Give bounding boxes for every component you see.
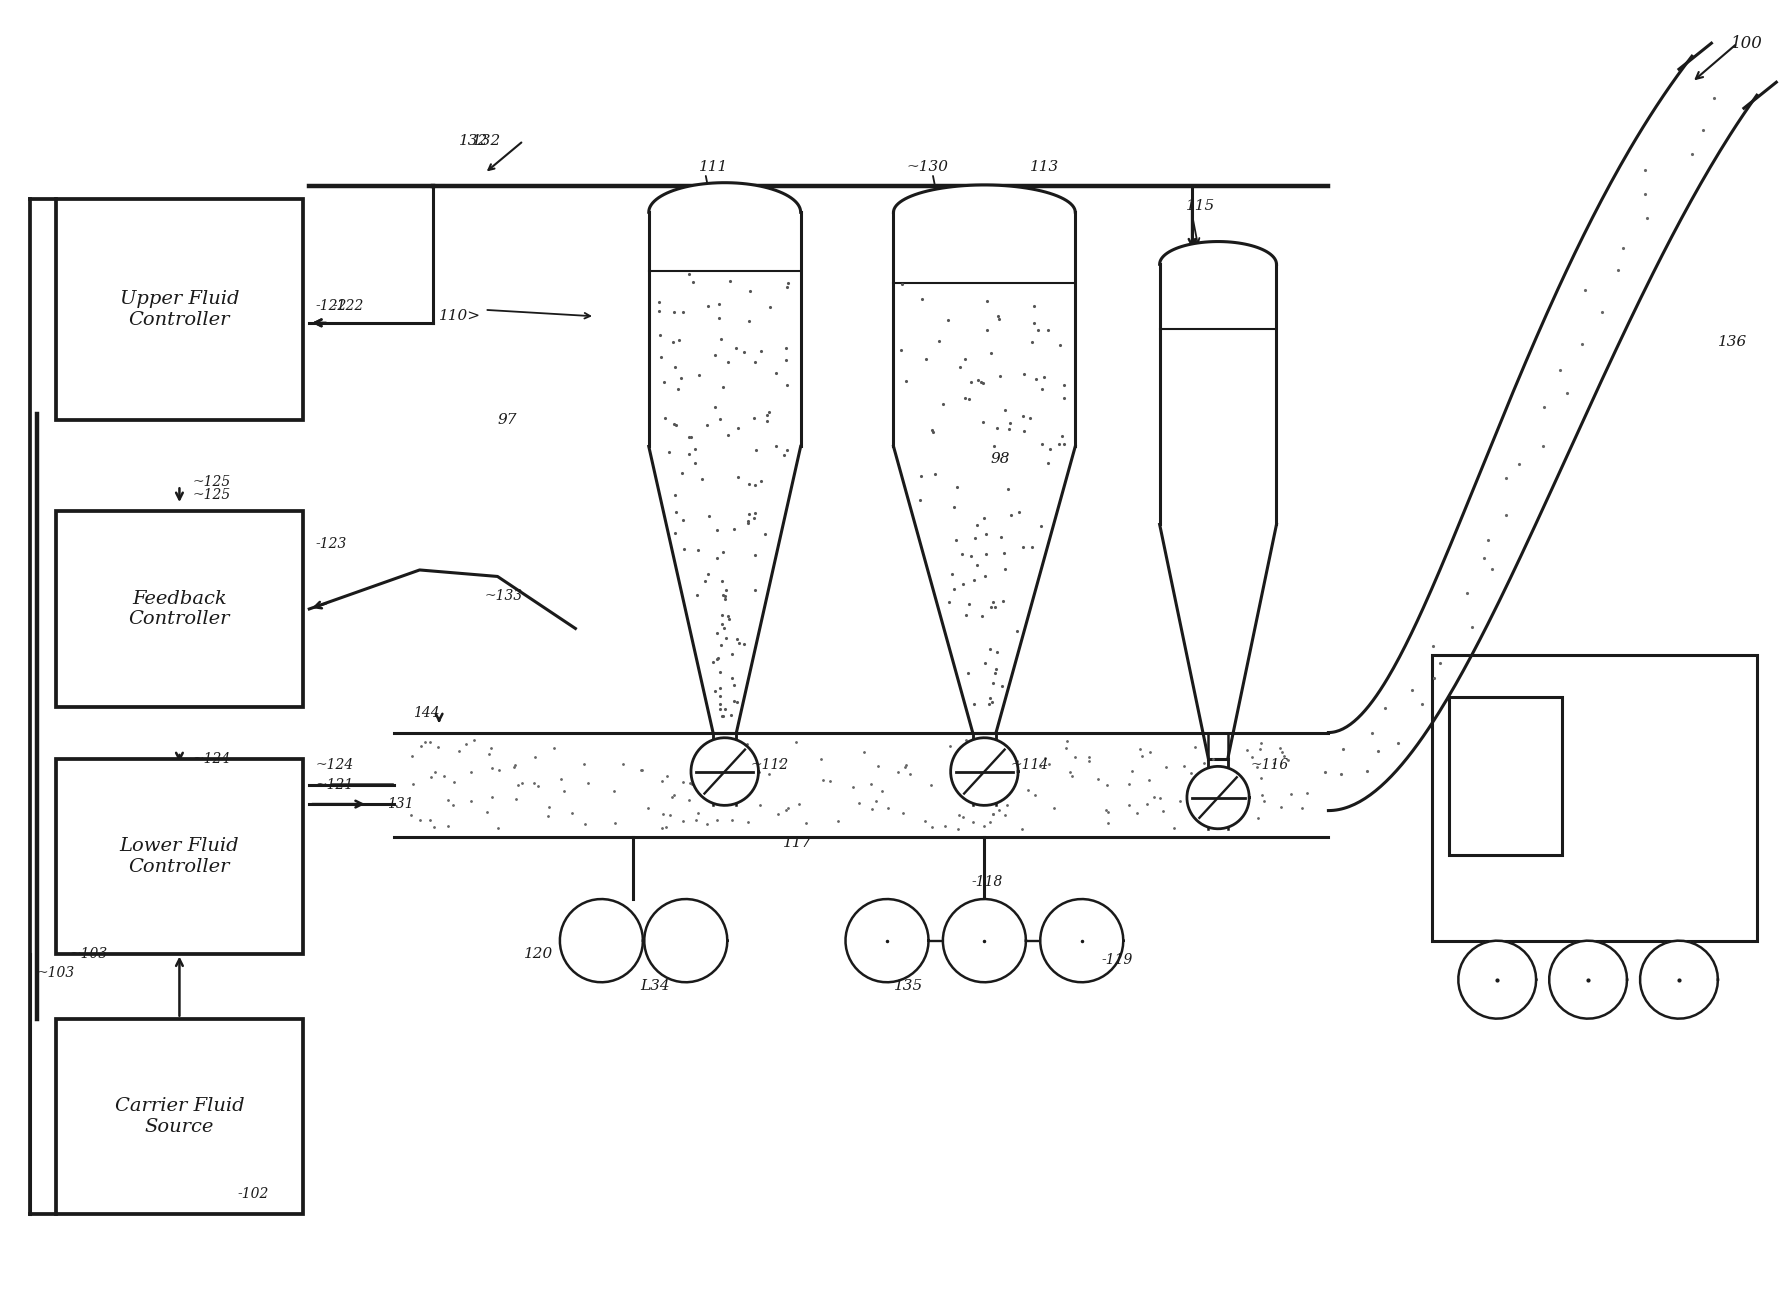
Text: ~103: ~103 <box>36 966 75 980</box>
Text: 111: 111 <box>699 160 727 174</box>
Text: 113: 113 <box>1029 160 1060 174</box>
Text: 115: 115 <box>1185 199 1215 213</box>
Bar <box>1449 698 1562 855</box>
Polygon shape <box>1458 941 1537 1018</box>
Text: ~125: ~125 <box>193 487 231 501</box>
Text: Lower Fluid
Controller: Lower Fluid Controller <box>120 836 239 876</box>
Polygon shape <box>1640 941 1717 1018</box>
Text: 136: 136 <box>1717 335 1748 350</box>
Polygon shape <box>393 733 1328 836</box>
Polygon shape <box>951 738 1019 805</box>
Text: L34: L34 <box>640 979 670 994</box>
Text: ~103: ~103 <box>70 946 107 961</box>
Polygon shape <box>944 899 1026 982</box>
Text: 131: 131 <box>388 797 415 812</box>
Polygon shape <box>645 899 727 982</box>
Text: ~124: ~124 <box>193 751 231 766</box>
Text: Upper Fluid
Controller: Upper Fluid Controller <box>120 291 239 330</box>
Text: 117: 117 <box>783 836 813 850</box>
Text: Feedback
Controller: Feedback Controller <box>129 589 231 628</box>
Text: -102: -102 <box>238 1187 270 1202</box>
Text: ~125: ~125 <box>193 474 231 488</box>
Text: 120: 120 <box>524 946 552 961</box>
Polygon shape <box>845 899 929 982</box>
Text: 144: 144 <box>413 706 440 720</box>
Text: ~133: ~133 <box>484 589 524 603</box>
Text: -119: -119 <box>1101 953 1133 967</box>
Text: -122: -122 <box>316 298 347 313</box>
Text: -122: -122 <box>332 298 365 313</box>
Polygon shape <box>1549 941 1626 1018</box>
Text: ~130: ~130 <box>906 160 949 174</box>
Text: 135: 135 <box>894 979 922 994</box>
Bar <box>55 512 302 707</box>
Bar <box>1433 654 1757 941</box>
Bar <box>55 1018 302 1213</box>
Text: 100: 100 <box>1732 34 1762 51</box>
Bar <box>55 758 302 954</box>
Polygon shape <box>1160 242 1276 758</box>
Polygon shape <box>1040 899 1124 982</box>
Text: 97: 97 <box>497 414 516 427</box>
Text: 110>: 110> <box>440 309 481 323</box>
Polygon shape <box>894 185 1076 733</box>
Polygon shape <box>559 899 643 982</box>
Text: ~121: ~121 <box>316 778 354 792</box>
Text: ~124: ~124 <box>316 758 354 772</box>
Text: ~114: ~114 <box>1010 758 1049 772</box>
Text: 132: 132 <box>472 134 500 148</box>
Polygon shape <box>649 183 801 733</box>
Text: -123: -123 <box>316 537 347 551</box>
Text: 132: 132 <box>459 134 488 148</box>
Polygon shape <box>1328 56 1757 810</box>
Text: ~116: ~116 <box>1251 758 1288 772</box>
Text: ~112: ~112 <box>751 758 788 772</box>
Text: -118: -118 <box>972 876 1003 889</box>
Bar <box>55 199 302 420</box>
Text: 98: 98 <box>990 453 1010 466</box>
Polygon shape <box>1187 766 1249 829</box>
Polygon shape <box>692 738 758 805</box>
Text: Carrier Fluid
Source: Carrier Fluid Source <box>114 1097 245 1136</box>
